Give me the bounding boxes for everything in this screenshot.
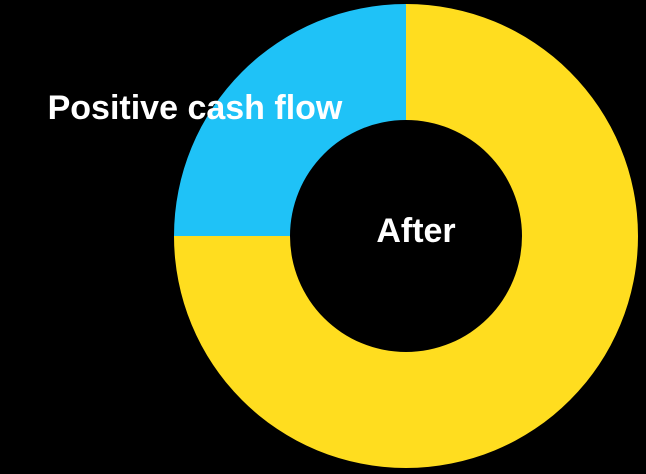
slices-layer <box>174 4 638 468</box>
slice-label-positive-cash-flow: Positive cash flow <box>48 89 343 127</box>
slice-positive-cash-flow <box>174 4 406 236</box>
slice-1 <box>174 4 638 468</box>
donut-center-label: After <box>376 212 455 250</box>
